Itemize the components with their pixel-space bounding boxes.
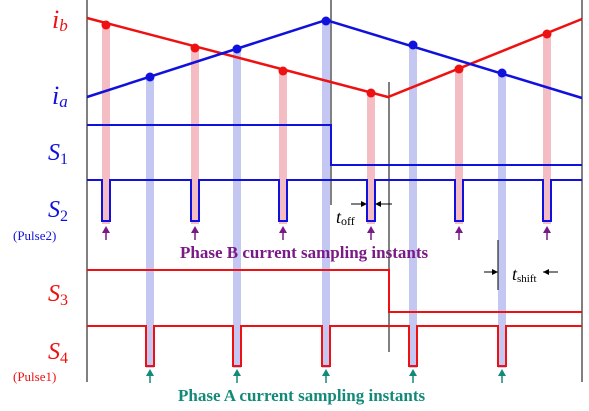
- phase-a-band: [233, 48, 241, 368]
- toff-label: toff: [336, 207, 355, 228]
- phase-a-sampling-arrows: [146, 369, 506, 383]
- phase-a-arrow-up-icon: [498, 369, 506, 383]
- phase-b-arrow-up-icon: [279, 226, 287, 240]
- phase-b-arrow-up-icon: [102, 226, 110, 240]
- s1-label: S1: [48, 140, 68, 168]
- phase-a-band: [146, 76, 154, 368]
- phase-a-arrow-up-icon: [146, 369, 154, 383]
- phase-a-arrow-up-icon: [233, 369, 241, 383]
- s4-note: (Pulse1): [13, 369, 56, 384]
- ia-sample-point: [497, 68, 507, 78]
- ib-sample-point: [278, 66, 288, 76]
- ia-sample-point: [232, 44, 242, 54]
- phase-b-caption: Phase B current sampling instants: [180, 243, 428, 262]
- phase-b-band: [367, 92, 375, 224]
- tshift-label: tshift: [512, 264, 537, 285]
- phase-b-arrow-up-icon: [367, 226, 375, 240]
- s1-signal: [87, 124, 582, 166]
- phase-b-band: [543, 33, 551, 224]
- s3-label: S3: [48, 281, 68, 309]
- ia-sample-point: [408, 40, 418, 50]
- s4-signal: [87, 325, 582, 367]
- phase-b-band: [191, 47, 199, 224]
- ia-label: ia: [52, 81, 68, 111]
- ia-waveform: [86, 18, 583, 100]
- ib-sample-point: [542, 29, 552, 39]
- s2-label: S2: [48, 197, 68, 225]
- phase-a-caption: Phase A current sampling instants: [178, 386, 426, 405]
- tshift-marker: [484, 240, 558, 290]
- phase-b-arrow-up-icon: [543, 226, 551, 240]
- phase-b-arrow-up-icon: [455, 226, 463, 240]
- toff-arrowhead-right: [375, 201, 381, 207]
- ib-sample-point: [366, 88, 376, 98]
- s4-label: S4: [48, 339, 68, 367]
- phase-a-band: [498, 72, 506, 368]
- phase-a-band: [322, 20, 330, 368]
- s2-signal: [87, 179, 582, 222]
- ia-sample-point: [145, 72, 155, 82]
- phase-b-band: [455, 68, 463, 224]
- ia-sample-point: [321, 16, 331, 26]
- toff-arrowhead-left: [361, 201, 367, 207]
- ib-sample-point: [101, 20, 111, 30]
- s2-note: (Pulse2): [13, 228, 56, 243]
- tshift-arrowhead-left: [492, 269, 498, 275]
- ib-waveform: [86, 16, 583, 99]
- phase-a-arrow-up-icon: [322, 369, 330, 383]
- phase-a-sampling-bands: [146, 20, 506, 368]
- phase-b-arrow-up-icon: [191, 226, 199, 240]
- ib-sample-point: [454, 64, 464, 74]
- phase-a-band: [409, 44, 417, 368]
- phase-b-band: [279, 71, 287, 224]
- s3-signal: [87, 269, 582, 313]
- tshift-arrowhead-right: [543, 269, 549, 275]
- ib-sample-points: [101, 20, 552, 98]
- toff-marker: [351, 201, 392, 207]
- ia-sample-points: [145, 16, 507, 82]
- phase-a-arrow-up-icon: [409, 369, 417, 383]
- ib-sample-point: [190, 43, 200, 53]
- phase-b-sampling-arrows: [102, 226, 551, 240]
- ib-label: ib: [52, 5, 68, 35]
